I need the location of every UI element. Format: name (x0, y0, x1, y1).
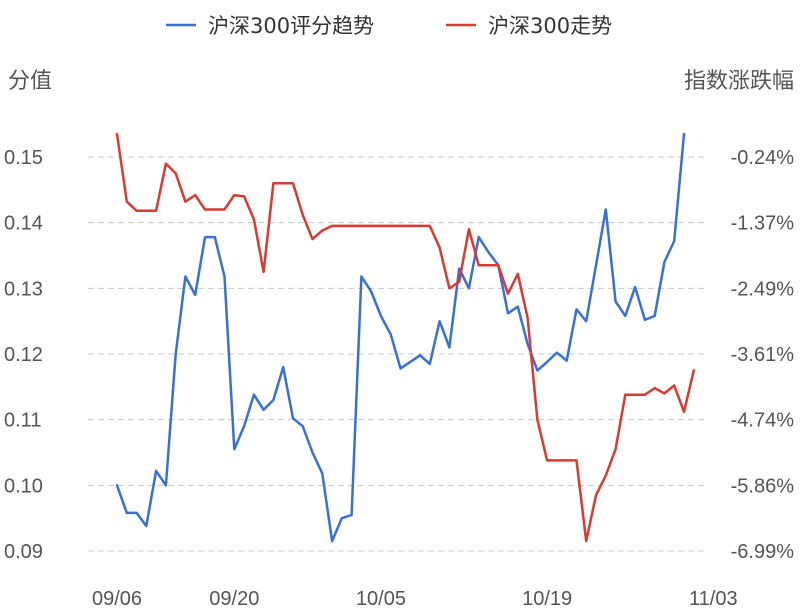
legend: 沪深300评分趋势 沪深300走势 (166, 14, 612, 38)
legend-item-score[interactable]: 沪深300评分趋势 (166, 14, 374, 38)
y-right-tick-label: -0.24% (731, 147, 795, 169)
x-tick-label: 09/20 (209, 588, 259, 610)
y-left-tick-label: 0.12 (4, 344, 43, 366)
legend-label-score: 沪深300评分趋势 (208, 14, 374, 38)
y-right-tick-label: -6.99% (731, 541, 795, 563)
y-left-ticks: 0.09 0.10 0.11 0.12 0.13 0.14 0.15 (4, 147, 43, 563)
x-tick-label: 11/03 (689, 588, 738, 610)
x-tick-label: 10/05 (356, 588, 406, 610)
series-lines (115, 132, 696, 543)
y-left-tick-label: 0.10 (4, 475, 43, 497)
y-right-tick-label: -1.37% (731, 213, 795, 235)
y-right-tick-label: -2.49% (731, 278, 795, 300)
y-right-tick-label: -4.74% (731, 410, 795, 432)
y-right-tick-label: -3.61% (731, 344, 795, 366)
y-left-tick-label: 0.15 (4, 147, 43, 169)
y-left-tick-label: 0.09 (4, 541, 43, 563)
y-left-tick-label: 0.13 (4, 278, 43, 300)
x-ticks: 09/06 09/20 10/05 10/19 11/03 (92, 588, 738, 610)
x-tick-label: 09/06 (92, 588, 142, 610)
y-right-ticks: -6.99% -5.86% -4.74% -3.61% -2.49% -1.37% -0.2… (731, 147, 795, 563)
y-right-axis-title: 指数涨跌幅 (684, 69, 794, 94)
legend-label-index: 沪深300走势 (488, 14, 612, 38)
series-line-score[interactable] (115, 132, 686, 543)
y-right-tick-label: -5.86% (731, 475, 795, 497)
y-left-tick-label: 0.14 (4, 213, 43, 235)
legend-item-index[interactable]: 沪深300走势 (446, 14, 612, 38)
x-tick-label: 10/19 (522, 588, 572, 610)
y-left-tick-label: 0.11 (4, 410, 41, 432)
y-left-axis-title: 分值 (8, 69, 52, 94)
series-line-index[interactable] (115, 132, 696, 543)
